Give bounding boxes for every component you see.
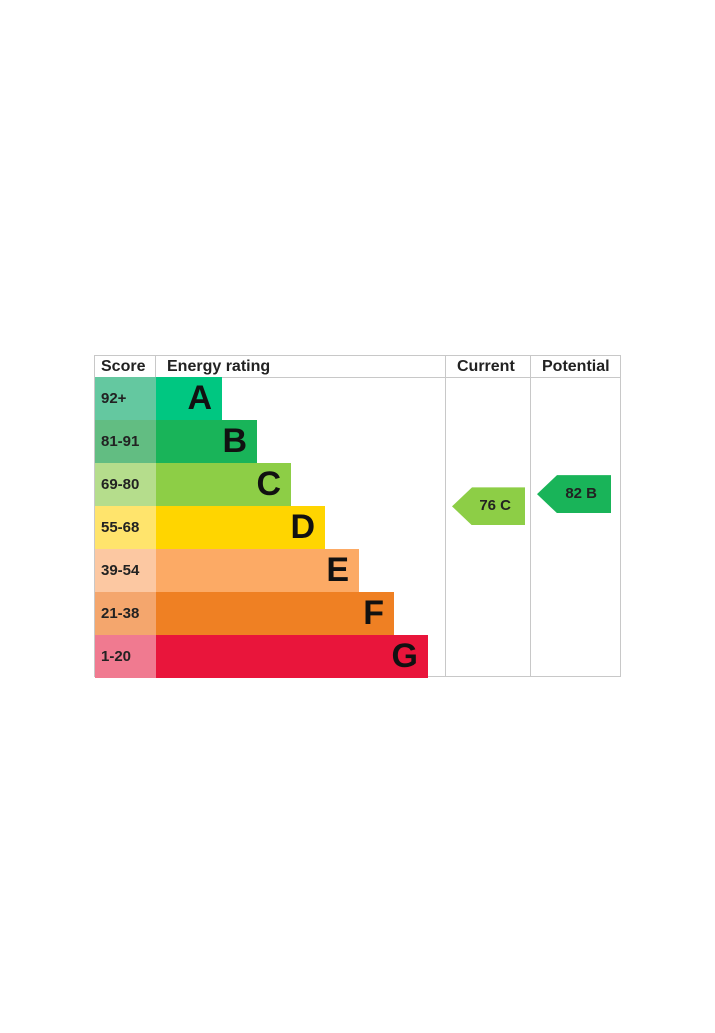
potential-rating-arrow: 82 B bbox=[537, 475, 611, 514]
score-range-f: 21-38 bbox=[95, 592, 156, 635]
score-range-d: 55-68 bbox=[95, 506, 156, 549]
score-range-b: 81-91 bbox=[95, 420, 156, 463]
column-divider bbox=[445, 356, 446, 676]
epc-chart: Score Energy rating Current Potential 92… bbox=[94, 355, 621, 678]
band-letter: A bbox=[187, 379, 212, 417]
band-bar-g: G bbox=[156, 635, 428, 678]
band-letter: B bbox=[222, 422, 247, 460]
band-letter: F bbox=[363, 594, 384, 632]
band-letter: D bbox=[290, 508, 315, 546]
band-bar-c: C bbox=[156, 463, 291, 506]
band-letter: C bbox=[256, 465, 281, 503]
header-potential: Potential bbox=[542, 358, 610, 375]
band-bar-f: F bbox=[156, 592, 394, 635]
potential-rating-label: 82 B bbox=[565, 485, 597, 503]
band-bar-e: E bbox=[156, 549, 359, 592]
header-divider bbox=[95, 377, 620, 378]
current-rating-label: 76 C bbox=[479, 497, 511, 515]
band-bar-d: D bbox=[156, 506, 325, 549]
score-range-g: 1-20 bbox=[95, 635, 156, 678]
score-range-a: 92+ bbox=[95, 377, 156, 420]
header-score: Score bbox=[101, 358, 146, 375]
band-letter: E bbox=[326, 551, 349, 589]
band-bar-a: A bbox=[156, 377, 222, 420]
band-bar-b: B bbox=[156, 420, 257, 463]
header-current: Current bbox=[457, 358, 515, 375]
band-letter: G bbox=[391, 637, 418, 675]
score-range-c: 69-80 bbox=[95, 463, 156, 506]
score-range-e: 39-54 bbox=[95, 549, 156, 592]
column-divider bbox=[530, 356, 531, 676]
current-rating-arrow: 76 C bbox=[452, 487, 525, 526]
header-energy-rating: Energy rating bbox=[167, 358, 271, 375]
